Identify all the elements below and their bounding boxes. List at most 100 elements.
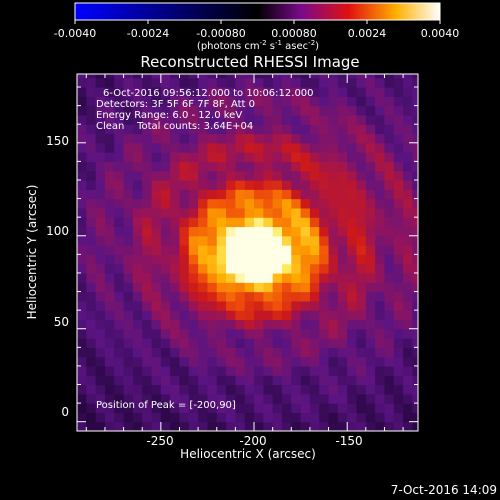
heatmap-cell <box>170 87 181 97</box>
heatmap-cell <box>300 393 311 404</box>
heatmap-cell <box>263 347 274 358</box>
heatmap-cell <box>77 152 87 162</box>
heatmap-cell <box>132 356 143 367</box>
heatmap-cell <box>151 226 162 237</box>
heatmap-cell <box>356 77 367 88</box>
heatmap-cell <box>226 356 236 367</box>
annotation-clean-counts: Clean Total counts: 3.64E+04 <box>96 121 253 132</box>
heatmap-cell <box>272 384 283 395</box>
heatmap-cell <box>188 319 199 330</box>
heatmap-cell <box>272 282 283 293</box>
heatmap-cell <box>188 384 199 395</box>
heatmap-cell <box>216 74 227 79</box>
heatmap-cell <box>337 263 348 274</box>
heatmap-cell <box>104 170 115 181</box>
heatmap-cell <box>328 133 339 144</box>
heatmap-cell <box>281 263 292 274</box>
heatmap-cell <box>235 310 246 321</box>
heatmap-cell <box>123 142 134 153</box>
heatmap-cell <box>207 161 218 172</box>
heatmap-cell <box>132 272 143 283</box>
heatmap-cell <box>216 300 227 311</box>
heatmap-cell <box>328 161 339 172</box>
heatmap-cell <box>356 217 367 228</box>
heatmap-cell <box>309 133 320 144</box>
heatmap-cell <box>393 114 404 125</box>
heatmap-cell <box>198 226 209 237</box>
heatmap-cell <box>179 87 190 97</box>
heatmap-cell <box>207 384 218 395</box>
heatmap-cell <box>207 319 218 330</box>
heatmap-cell <box>179 96 190 107</box>
heatmap-cell <box>384 96 395 107</box>
heatmap-cell <box>179 161 190 172</box>
heatmap-cell <box>179 124 190 135</box>
heatmap-cell <box>114 170 125 181</box>
heatmap-cell <box>114 282 125 293</box>
heatmap-cell <box>393 226 404 237</box>
heatmap-cell <box>188 133 199 144</box>
heatmap-cell <box>226 152 236 162</box>
heatmap-cell <box>412 421 418 431</box>
heatmap-cell <box>328 282 339 293</box>
heatmap-cell <box>319 217 330 228</box>
heatmap-cell <box>114 328 125 339</box>
heatmap-cell <box>198 245 209 255</box>
heatmap-cell <box>160 87 171 97</box>
heatmap-cell <box>272 161 283 172</box>
heatmap-cell <box>142 87 153 97</box>
heatmap-cell <box>244 310 255 321</box>
heatmap-cell <box>244 421 255 431</box>
heatmap-cell <box>393 96 404 107</box>
heatmap-cell <box>160 365 171 376</box>
heatmap-cell <box>132 403 143 414</box>
heatmap-cell <box>216 421 227 431</box>
heatmap-cell <box>207 365 218 376</box>
heatmap-cell <box>160 198 171 209</box>
heatmap-cell <box>235 254 246 265</box>
heatmap-cell <box>365 375 376 386</box>
heatmap-cell <box>160 263 171 274</box>
heatmap-cell <box>86 384 97 395</box>
heatmap-cell <box>114 338 125 348</box>
colorbar-tick-label: -0.0024 <box>127 27 169 40</box>
heatmap-cell <box>337 74 348 79</box>
heatmap-cell <box>142 142 153 153</box>
heatmap-cell <box>281 384 292 395</box>
heatmap-cell <box>170 300 181 311</box>
heatmap-cell <box>244 272 255 283</box>
heatmap-cell <box>86 77 97 88</box>
heatmap-cell <box>263 254 274 265</box>
heatmap-cell <box>291 254 302 265</box>
heatmap-cell <box>254 105 264 116</box>
heatmap-cell <box>132 235 143 246</box>
heatmap-cell <box>207 189 218 200</box>
heatmap-cell <box>123 87 134 97</box>
heatmap-cell <box>365 347 376 358</box>
heatmap-cell <box>235 291 246 302</box>
heatmap-cell <box>226 300 236 311</box>
heatmap-cell <box>114 142 125 153</box>
heatmap-cell <box>281 272 292 283</box>
heatmap-cell <box>263 375 274 386</box>
heatmap-cell <box>216 77 227 88</box>
heatmap-cell <box>365 226 376 237</box>
heatmap-cell <box>403 300 414 311</box>
heatmap-cell <box>384 77 395 88</box>
heatmap-cell <box>384 114 395 125</box>
heatmap-cell <box>226 319 236 330</box>
heatmap-cell <box>375 170 386 181</box>
heatmap-cell <box>86 179 97 190</box>
heatmap-cell <box>151 403 162 414</box>
annotation-detectors: Detectors: 3F 5F 6F 7F 8F, Att 0 <box>96 99 255 110</box>
heatmap-cell <box>403 124 414 135</box>
heatmap-cell <box>347 96 358 107</box>
heatmap-cell <box>198 300 209 311</box>
heatmap-cell <box>198 393 209 404</box>
heatmap-cell <box>86 189 97 200</box>
heatmap-cell <box>263 124 274 135</box>
heatmap-cell <box>207 403 218 414</box>
heatmap-cell <box>393 245 404 255</box>
heatmap-cell <box>95 179 106 190</box>
heatmap-cell <box>95 282 106 293</box>
